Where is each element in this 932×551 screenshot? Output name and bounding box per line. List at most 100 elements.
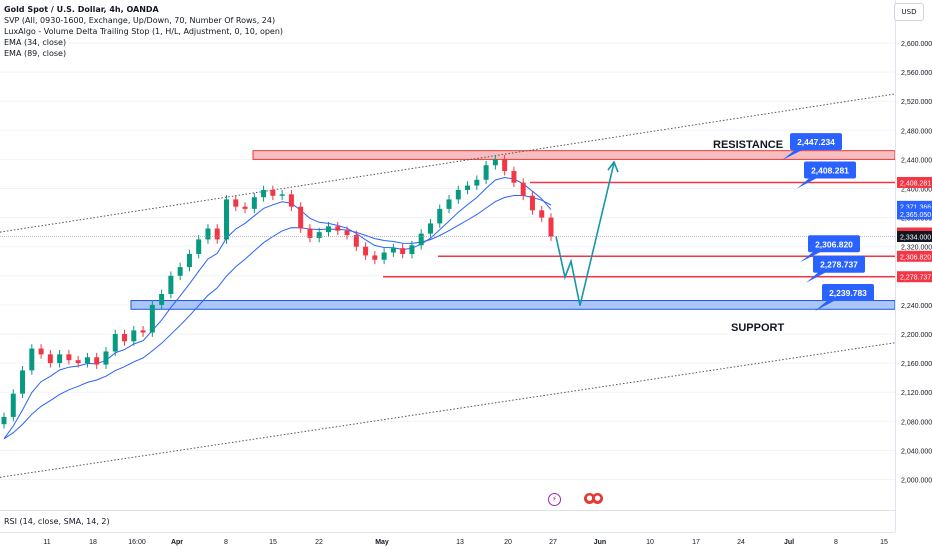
lightning-event-icon[interactable]: ⚡ (548, 493, 561, 506)
candle (168, 271, 174, 299)
x-tick-label: 15 (269, 539, 277, 546)
rsi-indicator-label[interactable]: RSI (14, close, SMA, 14, 2) (4, 517, 110, 526)
candle (502, 155, 508, 176)
x-tick-label: 20 (504, 539, 512, 546)
x-tick-label: 27 (549, 539, 557, 546)
candle (47, 350, 53, 368)
candle (242, 202, 248, 214)
candle (288, 189, 294, 212)
time-axis[interactable] (0, 532, 895, 551)
y-tick-label: 2,120.000 (901, 390, 932, 397)
callout-value: 2,239.783 (829, 288, 867, 298)
candle-body (112, 334, 118, 352)
x-tick-label: Jun (594, 539, 606, 546)
candle (353, 230, 359, 252)
x-tick-label: 8 (834, 539, 838, 546)
candle (279, 189, 285, 201)
candle-body (325, 226, 331, 233)
price-badge: 2,371.366 (897, 200, 932, 212)
candle-body (29, 348, 35, 371)
y-tick-label: 2,160.000 (901, 361, 932, 368)
x-tick-label: 16:00 (128, 539, 146, 546)
candle-body (224, 199, 230, 240)
candle (251, 192, 257, 214)
candle-body (177, 267, 183, 276)
projection-arrowhead (607, 160, 619, 173)
candle (103, 347, 109, 369)
candle (483, 160, 489, 185)
x-tick-label: 24 (737, 539, 745, 546)
y-tick-label: 2,240.000 (901, 303, 932, 310)
us-flag-event-icon-2[interactable]: ● (592, 493, 603, 504)
candle-body (159, 293, 165, 305)
candle (529, 191, 535, 215)
indicator-ema89[interactable]: EMA (89, close) (4, 49, 67, 58)
currency-button[interactable]: USD (894, 3, 924, 21)
candle-body (363, 246, 369, 256)
candle-body (381, 252, 387, 260)
candle-body (242, 206, 248, 209)
callout-box (790, 133, 842, 151)
time-axis-labels: 11 18 16:00 Apr 8 15 22 May 13 20 27 Jun 10 17 24 Jul 8 1… (43, 539, 888, 546)
candle (409, 240, 415, 259)
candle-body (186, 253, 192, 268)
support-zone (130, 300, 896, 310)
ema89-line (3, 195, 552, 440)
level-lines (0, 181, 895, 278)
pane-separator[interactable] (0, 510, 895, 511)
indicator-ema34[interactable]: EMA (34, close) (4, 38, 67, 47)
price-axis-badges: 2,408.2812,371.3662,365.0502,338.8022,33… (897, 176, 932, 283)
price-axis[interactable] (895, 0, 932, 532)
candle-body (279, 194, 285, 196)
candle-body (140, 330, 146, 333)
gridlines (0, 42, 895, 480)
price-badge-box (897, 200, 932, 212)
candle (10, 389, 16, 422)
indicator-svp[interactable]: SVP (All, 0930-1600, Exchange, Up/Down, … (4, 16, 276, 25)
candle (437, 204, 443, 228)
symbol-title[interactable]: Gold Spot / U.S. Dollar, 4h, OANDA (4, 5, 159, 14)
candle-body (288, 194, 294, 207)
price-badge-label: 2,306.820 (900, 254, 931, 261)
callout-pointer (800, 251, 822, 263)
candle (186, 249, 192, 272)
price-badge: 2,365.050 (897, 208, 932, 220)
candle (344, 226, 350, 240)
candle-body (47, 354, 53, 364)
candle-body (455, 189, 461, 200)
candle-body (270, 189, 276, 196)
price-badge-label: 2,365.050 (900, 212, 931, 219)
callout-pointer (815, 300, 836, 312)
candle-body (529, 195, 535, 211)
indicator-luxalgo[interactable]: LuxAlgo - Volume Delta Trailing Stop (1,… (4, 27, 284, 36)
candle (390, 243, 396, 257)
candle-body (103, 351, 109, 365)
price-badge-box (897, 271, 932, 283)
candle-body (520, 182, 526, 196)
price-badge-label: 2,371.366 (900, 204, 931, 211)
candle (427, 219, 433, 238)
callout-value: 2,306.820 (815, 239, 853, 249)
candle (122, 329, 128, 346)
x-tick-label: 18 (89, 539, 97, 546)
y-tick-label: 2,000.000 (901, 478, 932, 485)
candle-body (390, 248, 396, 253)
us-flag-event-icon[interactable]: ● (584, 493, 595, 504)
support-label: SUPPORT (731, 322, 784, 334)
x-tick-label: 13 (456, 539, 464, 546)
candle (474, 175, 480, 190)
price-badge-box (897, 176, 932, 188)
price-badge-box (897, 231, 932, 243)
callout-pointer (797, 177, 818, 189)
candle (307, 224, 313, 243)
candle (149, 300, 155, 337)
price-badge: 2,408.281 (897, 176, 932, 188)
candle (29, 344, 35, 375)
candle-body (483, 165, 489, 180)
callout-value: 2,408.281 (811, 165, 849, 175)
candle-body (75, 360, 81, 364)
candle (520, 178, 526, 201)
candle (214, 224, 220, 244)
